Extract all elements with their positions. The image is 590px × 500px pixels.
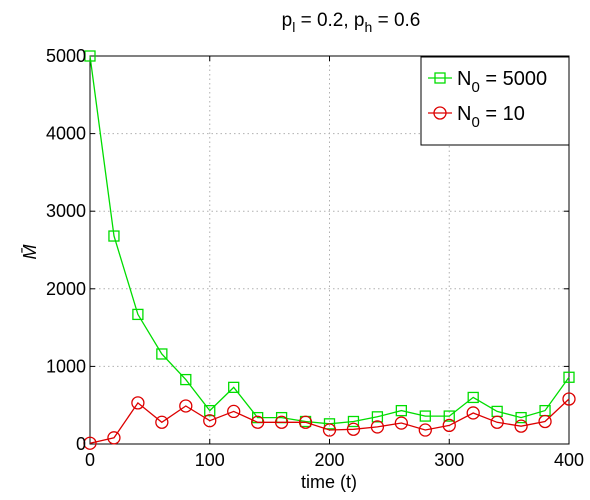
legend-label-sub: 0	[471, 79, 479, 96]
x-tick-label: 0	[85, 450, 95, 470]
data-point-square	[395, 404, 408, 417]
legend-label-base: N	[457, 103, 471, 125]
data-point-circle	[83, 436, 97, 450]
y-tick-label: 1000	[46, 356, 86, 376]
title-mid: = 0.2, p	[295, 10, 364, 31]
data-point-circle	[514, 419, 528, 433]
title-p1: p	[282, 10, 293, 31]
data-point-square	[323, 418, 336, 430]
title-sub-h: h	[365, 19, 373, 35]
data-point-square	[371, 411, 384, 423]
data-point-circle	[298, 415, 313, 429]
data-point-square	[228, 381, 240, 394]
data-point-circle	[227, 404, 241, 419]
x-tick-label: 100	[195, 450, 225, 470]
data-point-square	[443, 410, 455, 422]
data-point-circle	[538, 414, 552, 429]
series-layer	[83, 50, 576, 450]
legend-label-base: N	[457, 68, 471, 90]
legend-entry-n0-10: N0 = 10	[428, 103, 525, 131]
data-point-circle	[155, 415, 169, 429]
data-point-square	[347, 415, 360, 428]
grid	[90, 56, 569, 444]
series-line	[89, 398, 570, 444]
chart-title: pl = 0.2, ph = 0.6	[282, 10, 421, 35]
data-point-circle	[346, 422, 361, 436]
data-point-square	[156, 348, 168, 360]
series-n0-10	[83, 392, 576, 450]
data-point-circle	[562, 392, 576, 406]
data-point-circle	[250, 415, 265, 429]
data-point-circle	[370, 420, 385, 434]
legend-marker-square	[434, 72, 446, 84]
legend-label-sub: 0	[471, 114, 479, 131]
x-tick-label: 300	[434, 450, 464, 470]
x-tick-label: 200	[314, 450, 344, 470]
x-tick-label: 400	[554, 450, 584, 470]
data-point-circle	[394, 416, 409, 430]
legend-label-rest: = 10	[480, 103, 525, 125]
y-axis-label: M̄	[20, 245, 40, 260]
legend-marker-circle	[433, 106, 447, 120]
data-point-circle	[203, 414, 217, 428]
data-point-circle	[442, 418, 456, 433]
data-point-circle	[490, 415, 504, 429]
data-point-square	[84, 50, 96, 62]
data-point-circle	[322, 423, 337, 437]
data-point-circle	[418, 423, 432, 437]
data-point-square	[132, 308, 144, 321]
legend-entry-n0-5000: N0 = 5000	[428, 68, 547, 96]
data-point-square	[204, 404, 216, 417]
title-sub-l: l	[292, 19, 295, 35]
data-point-square	[180, 373, 192, 386]
data-point-circle	[466, 406, 480, 420]
data-point-circle	[107, 431, 121, 445]
data-point-square	[108, 230, 120, 242]
legend-box	[420, 56, 570, 146]
legend-label-n0-10: N0 = 10	[457, 103, 525, 131]
data-point-circle	[179, 399, 193, 413]
title-suffix: = 0.6	[372, 10, 420, 31]
y-tick-label: 5000	[46, 46, 86, 66]
legend-label-rest: = 5000	[480, 68, 547, 90]
data-point-circle	[274, 415, 289, 429]
data-point-square	[467, 391, 479, 404]
data-point-square	[419, 410, 431, 422]
legend-label-n0-5000: N0 = 5000	[457, 68, 547, 96]
x-axis-label: time (t)	[301, 472, 357, 492]
y-tick-label: 3000	[46, 201, 86, 221]
y-tick-label: 2000	[46, 279, 86, 299]
data-point-square	[515, 411, 527, 424]
data-point-circle	[131, 396, 145, 410]
y-tick-label: 0	[76, 434, 86, 454]
y-tick-label: 4000	[46, 124, 86, 144]
legend: N0 = 5000 N0 = 10	[420, 56, 570, 146]
data-point-square	[563, 371, 575, 383]
